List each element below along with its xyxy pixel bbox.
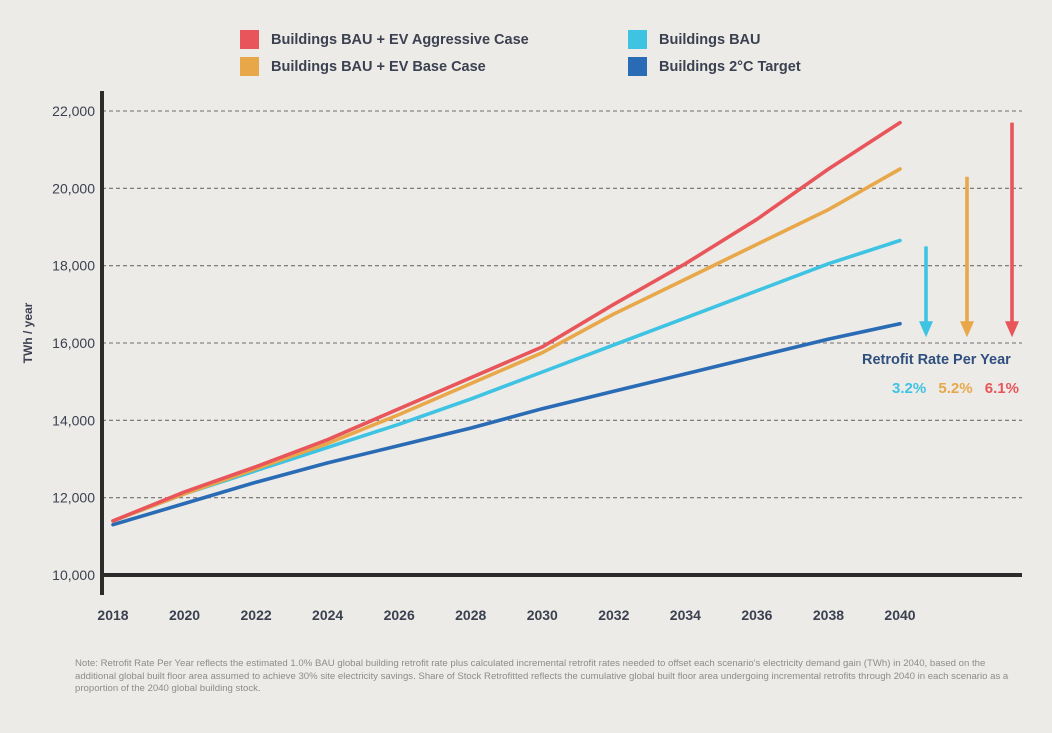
legend-label-aggressive: Buildings BAU + EV Aggressive Case — [271, 31, 529, 48]
legend-item-base: Buildings BAU + EV Base Case — [240, 57, 486, 76]
x-tick-label: 2022 — [241, 607, 272, 623]
series-line-buildings-bau-ev-aggressive-case — [111, 120, 902, 523]
x-tick-label: 2034 — [670, 607, 701, 623]
x-tick-label: 2018 — [97, 607, 128, 623]
x-tick-label: 2024 — [312, 607, 343, 623]
y-tick-label: 20,000 — [52, 180, 95, 196]
retrofit-rate-title: Retrofit Rate Per Year — [862, 352, 1011, 368]
legend-label-base: Buildings BAU + EV Base Case — [271, 58, 486, 75]
x-tick-label: 2026 — [384, 607, 415, 623]
x-tick-label: 2020 — [169, 607, 200, 623]
x-tick-label: 2028 — [455, 607, 486, 623]
series-line-buildings-2-c-target — [111, 321, 902, 527]
x-tick-label: 2030 — [527, 607, 558, 623]
chart-note: Note: Retrofit Rate Per Year reflects th… — [75, 658, 1009, 695]
retrofit-rate-values: 3.2% 5.2% 6.1% — [892, 380, 1027, 397]
y-tick-label: 16,000 — [52, 335, 95, 351]
retrofit-rate-base: 5.2% — [938, 380, 973, 397]
x-tick-label: 2038 — [813, 607, 844, 623]
retrofit-rate-aggressive: 6.1% — [984, 380, 1019, 397]
legend-swatch-bau — [628, 30, 647, 49]
x-tick-label: 2036 — [741, 607, 772, 623]
retrofit-rate-bau: 3.2% — [892, 380, 927, 397]
legend-swatch-base — [240, 57, 259, 76]
x-tick-label: 2032 — [598, 607, 629, 623]
y-tick-label: 12,000 — [52, 490, 95, 506]
reduction-arrow-head-buildings-bau-ev-aggressive-case — [1005, 321, 1019, 338]
reduction-arrow-head-buildings-bau-ev-base-case — [960, 321, 974, 338]
legend-item-aggressive: Buildings BAU + EV Aggressive Case — [240, 30, 529, 49]
legend-label-2c-target: Buildings 2°C Target — [659, 58, 801, 75]
legend-swatch-aggressive — [240, 30, 259, 49]
x-tick-label: 2040 — [884, 607, 915, 623]
series-line-buildings-bau-ev-base-case — [111, 167, 902, 523]
legend-label-bau: Buildings BAU — [659, 31, 761, 48]
y-tick-label: 22,000 — [52, 103, 95, 119]
legend-item-bau: Buildings BAU — [628, 30, 761, 49]
y-tick-label: 14,000 — [52, 412, 95, 428]
legend-swatch-2c-target — [628, 57, 647, 76]
legend-item-2c-target: Buildings 2°C Target — [628, 57, 801, 76]
y-tick-label: 10,000 — [52, 567, 95, 583]
reduction-arrow-head-buildings-bau — [919, 321, 933, 338]
y-tick-label: 18,000 — [52, 258, 95, 274]
legend: Buildings BAU + EV Aggressive Case Build… — [240, 30, 880, 82]
y-axis-title: TWh / year — [21, 302, 35, 363]
